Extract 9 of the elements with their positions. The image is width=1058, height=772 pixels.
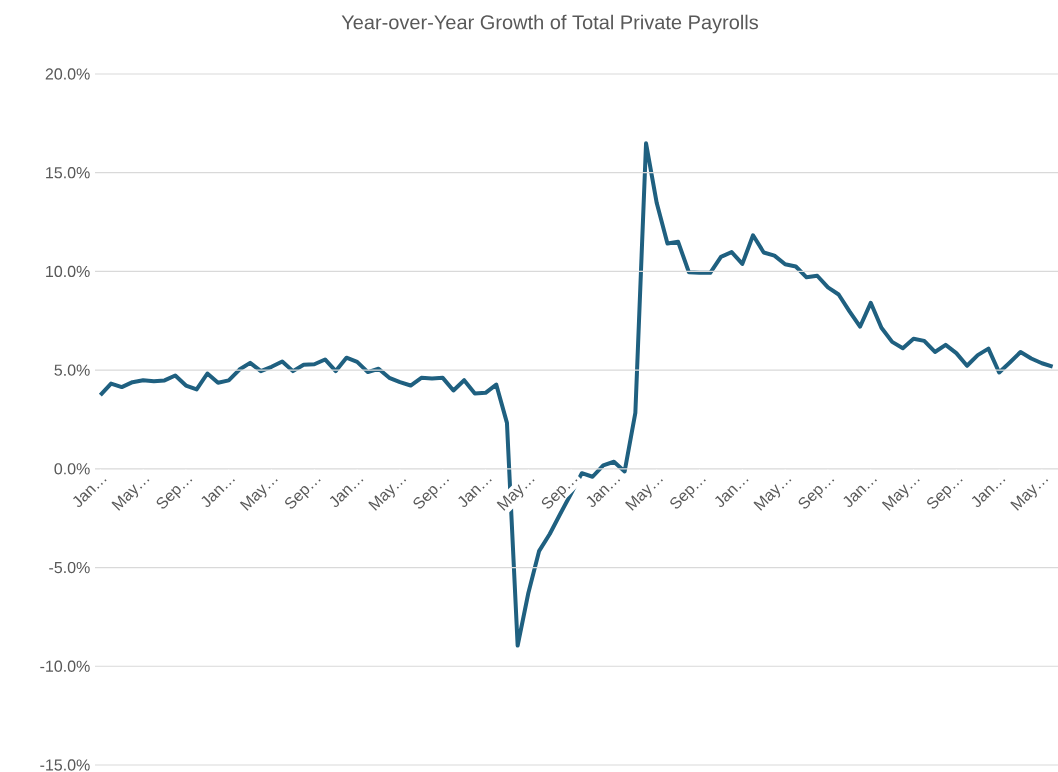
y-tick-label: 10.0% xyxy=(46,265,90,278)
y-tick-label: 20.0% xyxy=(45,68,90,80)
y-tick-label: 5.0% xyxy=(54,364,90,376)
y-tick-label: -15.0% xyxy=(40,759,90,771)
y-tick-label: 0.0% xyxy=(54,463,90,475)
y-tick-label: 15.0% xyxy=(46,167,90,179)
y-tick-label: -10.0% xyxy=(40,660,90,672)
chart-title: Year-over-Year Growth of Total Private Payrolls xyxy=(341,14,758,34)
y-tick-label: -5.0% xyxy=(49,561,90,574)
